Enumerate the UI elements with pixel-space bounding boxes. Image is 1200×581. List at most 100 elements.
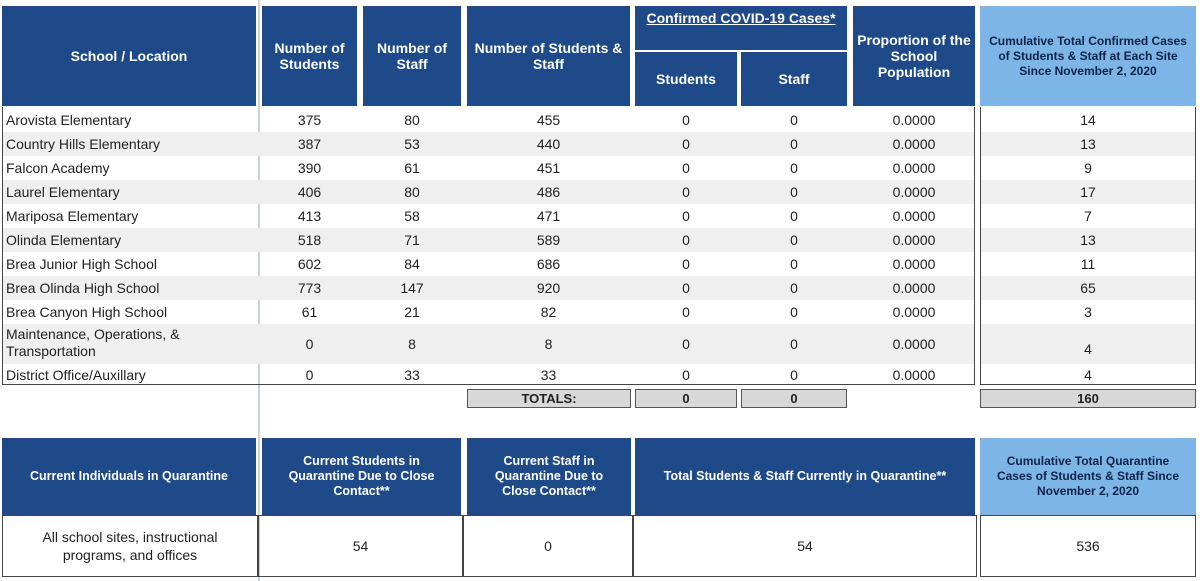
- cell-c-students: 0: [682, 208, 690, 224]
- cell-students: 387: [297, 136, 322, 152]
- quarantine-cumulative: 536: [980, 515, 1196, 577]
- cell-c-students: 0: [682, 256, 690, 272]
- table-row: Laurel Elementary 406 80 486 0 0 0.0000: [3, 180, 974, 204]
- cell-students: 61: [301, 304, 318, 320]
- school-name: Brea Junior High School: [6, 256, 157, 272]
- cell-staff: 147: [400, 280, 424, 296]
- cell-total: 589: [536, 232, 561, 248]
- cell-proportion: 0.0000: [892, 304, 936, 320]
- school-name: Maintenance, Operations, & Transportatio…: [6, 326, 180, 359]
- cumulative-cell: 7: [1084, 208, 1092, 224]
- header-num-students-staff: Number of Students & Staff: [467, 6, 630, 106]
- cell-staff: 71: [404, 232, 420, 248]
- cell-total: 8: [544, 336, 553, 352]
- quarantine-header-staff: Current Staff in Quarantine Due to Close…: [467, 438, 631, 515]
- header-num-staff-label: Number of Staff: [377, 40, 447, 72]
- cell-staff: 21: [404, 304, 420, 320]
- header-num-students-staff-label: Number of Students & Staff: [474, 40, 623, 72]
- table-row: Olinda Elementary 518 71 589 0 0 0.0000: [3, 228, 974, 252]
- school-name: Brea Olinda High School: [6, 280, 160, 296]
- cell-staff: 84: [404, 256, 420, 272]
- cumulative-frame: [980, 107, 1196, 385]
- cell-total: 686: [536, 256, 561, 272]
- cell-staff: 80: [404, 112, 420, 128]
- cell-students: 602: [297, 256, 322, 272]
- school-name: Olinda Elementary: [6, 232, 122, 248]
- header-num-students: Number of Students: [262, 6, 357, 106]
- header-covid-students: Students: [635, 52, 737, 106]
- cumulative-cell: 4: [1084, 367, 1092, 383]
- cumulative-cell: 3: [1084, 304, 1092, 320]
- cumulative-cell: 14: [1080, 112, 1096, 128]
- school-name: District Office/Auxillary: [6, 367, 146, 383]
- cumulative-cell: 9: [1084, 160, 1092, 176]
- school-name: Arovista Elementary: [6, 112, 132, 128]
- quarantine-header-total-label: Total Students & Staff Currently in Quar…: [663, 469, 947, 483]
- cell-c-staff: 0: [790, 304, 798, 320]
- cell-c-staff: 0: [790, 184, 798, 200]
- table-row: Brea Junior High School 602 84 686 0 0 0.0000: [3, 252, 974, 276]
- quarantine-header-students-label: Current Students in Quarantine Due to Cl…: [288, 454, 435, 498]
- header-num-staff: Number of Staff: [363, 6, 461, 106]
- cell-total: 33: [540, 367, 557, 383]
- school-name: Mariposa Elementary: [6, 208, 139, 224]
- cell-staff: 58: [404, 208, 420, 224]
- cell-staff: 53: [404, 136, 420, 152]
- header-covid-students-label: Students: [656, 71, 716, 87]
- cell-total: 471: [536, 208, 561, 224]
- header-proportion-label: Proportion of the School Population: [857, 32, 971, 80]
- cell-proportion: 0.0000: [892, 136, 936, 152]
- quarantine-total: 54: [633, 515, 977, 577]
- quarantine-header-cumulative: Cumulative Total Quarantine Cases of Stu…: [980, 438, 1196, 515]
- quarantine-staff: 0: [463, 515, 633, 577]
- cell-c-staff: 0: [790, 232, 798, 248]
- table-frame: [2, 107, 975, 385]
- cell-c-staff: 0: [790, 136, 798, 152]
- header-school-label: School / Location: [70, 48, 188, 64]
- cell-total: 920: [536, 280, 561, 296]
- cell-students: 406: [297, 184, 322, 200]
- header-covid-cases: Confirmed COVID-19 Cases*: [635, 6, 847, 50]
- school-name: Country Hills Elementary: [6, 136, 161, 152]
- cell-c-staff: 0: [790, 336, 798, 352]
- quarantine-header-students: Current Students in Quarantine Due to Cl…: [262, 438, 461, 515]
- cell-c-staff: 0: [790, 367, 798, 383]
- cell-c-students: 0: [682, 184, 690, 200]
- cell-c-students: 0: [682, 367, 690, 383]
- quarantine-scope: All school sites, instructional programs…: [2, 515, 258, 577]
- table-row: Falcon Academy 390 61 451 0 0 0.0000: [3, 156, 974, 180]
- cell-total: 440: [536, 136, 561, 152]
- table-row: Country Hills Elementary 387 53 440 0 0 0.0000: [3, 132, 974, 156]
- table-row: Mariposa Elementary 413 58 471 0 0 0.0000: [3, 204, 974, 228]
- cell-c-students: 0: [682, 336, 690, 352]
- totals-label: TOTALS:: [467, 389, 631, 408]
- cell-proportion: 0.0000: [892, 256, 936, 272]
- cell-staff: 8: [408, 336, 416, 352]
- cell-c-staff: 0: [790, 208, 798, 224]
- table-row: Maintenance, Operations, & Transportatio…: [3, 324, 974, 364]
- cell-students: 0: [305, 367, 314, 383]
- cell-students: 518: [297, 232, 322, 248]
- quarantine-header-current: Current Individuals in Quarantine: [2, 438, 256, 515]
- cumulative-cell: 13: [981, 228, 1195, 252]
- cell-proportion: 0.0000: [892, 280, 936, 296]
- school-name: Brea Canyon High School: [6, 304, 168, 320]
- header-covid-staff-label: Staff: [778, 71, 810, 87]
- cell-c-staff: 0: [790, 112, 798, 128]
- cell-c-staff: 0: [790, 256, 798, 272]
- cell-total: 82: [540, 304, 557, 320]
- table-row: Brea Olinda High School 773 147 920 0 0 0.0000: [3, 276, 974, 300]
- cell-staff: 80: [404, 184, 420, 200]
- cell-c-students: 0: [682, 112, 690, 128]
- cell-students: 390: [297, 160, 322, 176]
- cell-total: 455: [536, 112, 561, 128]
- table-row: District Office/Auxillary 0 33 33 0 0 0.0000: [3, 364, 974, 386]
- cell-students: 375: [297, 112, 322, 128]
- cell-students: 0: [305, 336, 314, 352]
- cell-students: 413: [297, 208, 322, 224]
- totals-covid-staff: 0: [741, 389, 847, 408]
- cell-staff: 61: [404, 160, 420, 176]
- cell-students: 773: [297, 280, 322, 296]
- header-proportion: Proportion of the School Population: [853, 6, 975, 106]
- cell-proportion: 0.0000: [892, 184, 936, 200]
